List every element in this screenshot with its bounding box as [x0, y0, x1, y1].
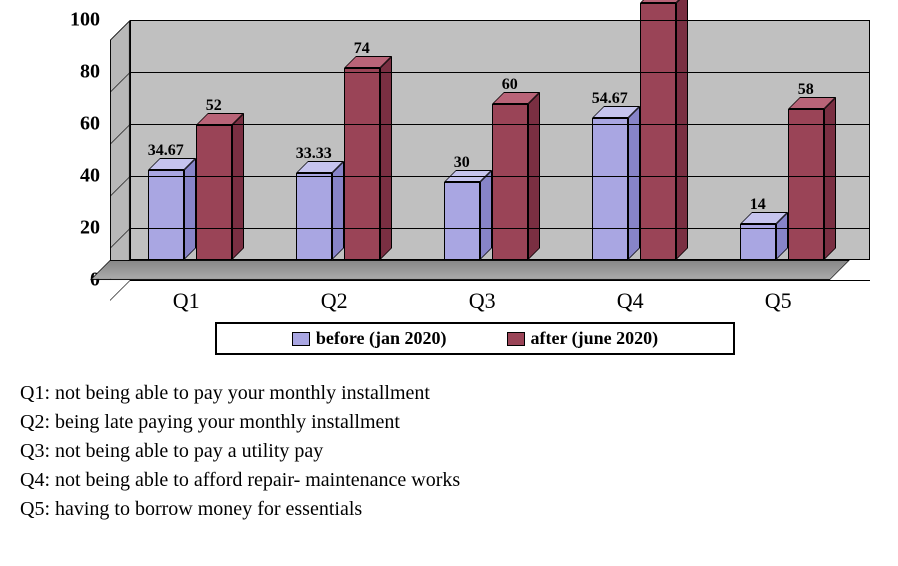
y-tick: 60: [80, 113, 100, 136]
bar-side: [676, 0, 688, 260]
bar: 34.67: [148, 170, 184, 260]
x-axis: Q1 Q2 Q3 Q4 Q5: [110, 282, 870, 320]
definitions-list: Q1: not being able to pay your monthly i…: [20, 379, 878, 524]
bar-value-label: 14: [750, 196, 766, 214]
gridline: [130, 228, 870, 229]
legend-item-after: after (june 2020): [507, 328, 659, 349]
bar-front: [444, 182, 480, 260]
bars-area: 34.675233.3374306054.6798.671458: [130, 20, 870, 260]
bar-value-label: 74: [354, 40, 370, 58]
bar-front: [740, 224, 776, 260]
bar-value-label: 34.67: [148, 142, 184, 160]
y-tick: 100: [70, 9, 100, 32]
bar-front: [640, 3, 676, 260]
bar-front: [788, 109, 824, 260]
x-axis-label: Q1: [173, 288, 200, 314]
bar-front: [344, 68, 380, 260]
bar: 14: [740, 224, 776, 260]
bar-value-label: 58: [798, 81, 814, 99]
bar: 33.33: [296, 173, 332, 260]
bar: 30: [444, 182, 480, 260]
legend-label-before: before (jan 2020): [316, 328, 447, 349]
bar: 52: [196, 125, 232, 260]
definition-row: Q3: not being able to pay a utility pay: [20, 437, 878, 466]
y-tick: 80: [80, 61, 100, 84]
definition-row: Q4: not being able to afford repair- mai…: [20, 466, 878, 495]
bar: 60: [492, 104, 528, 260]
gridline: [130, 72, 870, 73]
bar-side: [380, 56, 392, 260]
legend-item-before: before (jan 2020): [292, 328, 447, 349]
bar-front: [148, 170, 184, 260]
chart-floor: [90, 260, 850, 280]
bar-side: [232, 113, 244, 260]
bar-value-label: 60: [502, 76, 518, 94]
bar-front: [592, 118, 628, 260]
plot-region: 34.675233.3374306054.6798.671458: [110, 20, 870, 280]
definition-row: Q2: being late paying your monthly insta…: [20, 408, 878, 437]
bar-value-label: 33.33: [296, 145, 332, 163]
bar-value-label: 52: [206, 97, 222, 115]
x-axis-label: Q3: [469, 288, 496, 314]
chart-frame: 020406080100 34.675233.3374306054.6798.6…: [60, 20, 890, 320]
x-axis-label: Q5: [765, 288, 792, 314]
gridline: [130, 20, 870, 21]
gridline: [130, 124, 870, 125]
chart-side-wall: [110, 20, 130, 280]
bar-side: [480, 170, 492, 260]
bar: 58: [788, 109, 824, 260]
definition-row: Q1: not being able to pay your monthly i…: [20, 379, 878, 408]
y-axis: 020406080100: [56, 20, 106, 280]
legend: before (jan 2020) after (june 2020): [215, 322, 735, 355]
bar: 98.67: [640, 3, 676, 260]
definition-row: Q5: having to borrow money for essential…: [20, 495, 878, 524]
y-tick: 40: [80, 165, 100, 188]
chart-container: 020406080100 34.675233.3374306054.6798.6…: [60, 20, 890, 355]
legend-label-after: after (june 2020): [531, 328, 659, 349]
legend-swatch-after: [507, 332, 525, 346]
bar-side: [628, 106, 640, 260]
y-tick: 20: [80, 217, 100, 240]
bar-front: [196, 125, 232, 260]
bar: 54.67: [592, 118, 628, 260]
x-axis-label: Q2: [321, 288, 348, 314]
bar-front: [296, 173, 332, 260]
bar-value-label: 54.67: [592, 90, 628, 108]
bar-side: [184, 158, 196, 260]
x-axis-label: Q4: [617, 288, 644, 314]
bar-front: [492, 104, 528, 260]
bar-side: [824, 97, 836, 260]
bar-value-label: 30: [454, 154, 470, 172]
legend-swatch-before: [292, 332, 310, 346]
bar: 74: [344, 68, 380, 260]
gridline: [130, 176, 870, 177]
gridline: [130, 280, 870, 281]
